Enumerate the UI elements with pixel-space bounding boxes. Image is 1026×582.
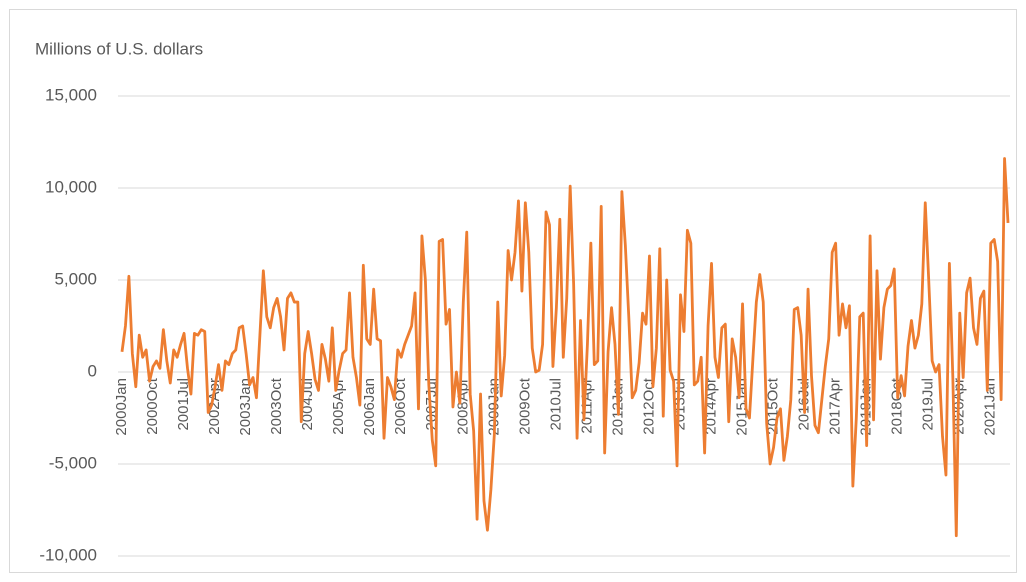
x-tick-label: 2005Apr bbox=[330, 378, 347, 435]
data-line bbox=[120, 157, 1010, 538]
y-tick-label: 5,000 bbox=[54, 269, 97, 288]
x-tick-label: 2002Apr bbox=[206, 378, 223, 435]
y-tick-label: -5,000 bbox=[49, 453, 97, 472]
x-tick-label: 2019Jul bbox=[920, 378, 937, 431]
x-tick-label: 2000Oct bbox=[144, 377, 161, 435]
x-tick-label: 2006Jan bbox=[361, 378, 378, 436]
x-tick-label: 2009Oct bbox=[516, 377, 533, 435]
x-tick-label: 2003Jan bbox=[237, 378, 254, 436]
x-tick-label: 2018Oct bbox=[889, 377, 906, 435]
x-tick-label: 2010Jul bbox=[547, 378, 564, 431]
x-tick-label: 2015Jan bbox=[734, 378, 751, 436]
x-tick-label: 2001Jul bbox=[175, 378, 192, 431]
y-tick-label: 10,000 bbox=[45, 177, 97, 196]
axis-title: Millions of U.S. dollars bbox=[35, 39, 203, 58]
x-tick-label: 2021Jan bbox=[982, 378, 999, 436]
x-tick-label: 2006Oct bbox=[392, 377, 409, 435]
x-tick-label: 2017Apr bbox=[827, 378, 844, 435]
y-tick-label: -10,000 bbox=[39, 545, 97, 564]
x-tick-label: 2000Jan bbox=[113, 378, 130, 436]
y-tick-label: 0 bbox=[88, 361, 97, 380]
y-tick-label: 15,000 bbox=[45, 85, 97, 104]
chart-border bbox=[9, 9, 1017, 573]
x-tick-label: 2003Oct bbox=[268, 377, 285, 435]
x-tick-label: 2012Oct bbox=[640, 377, 657, 435]
